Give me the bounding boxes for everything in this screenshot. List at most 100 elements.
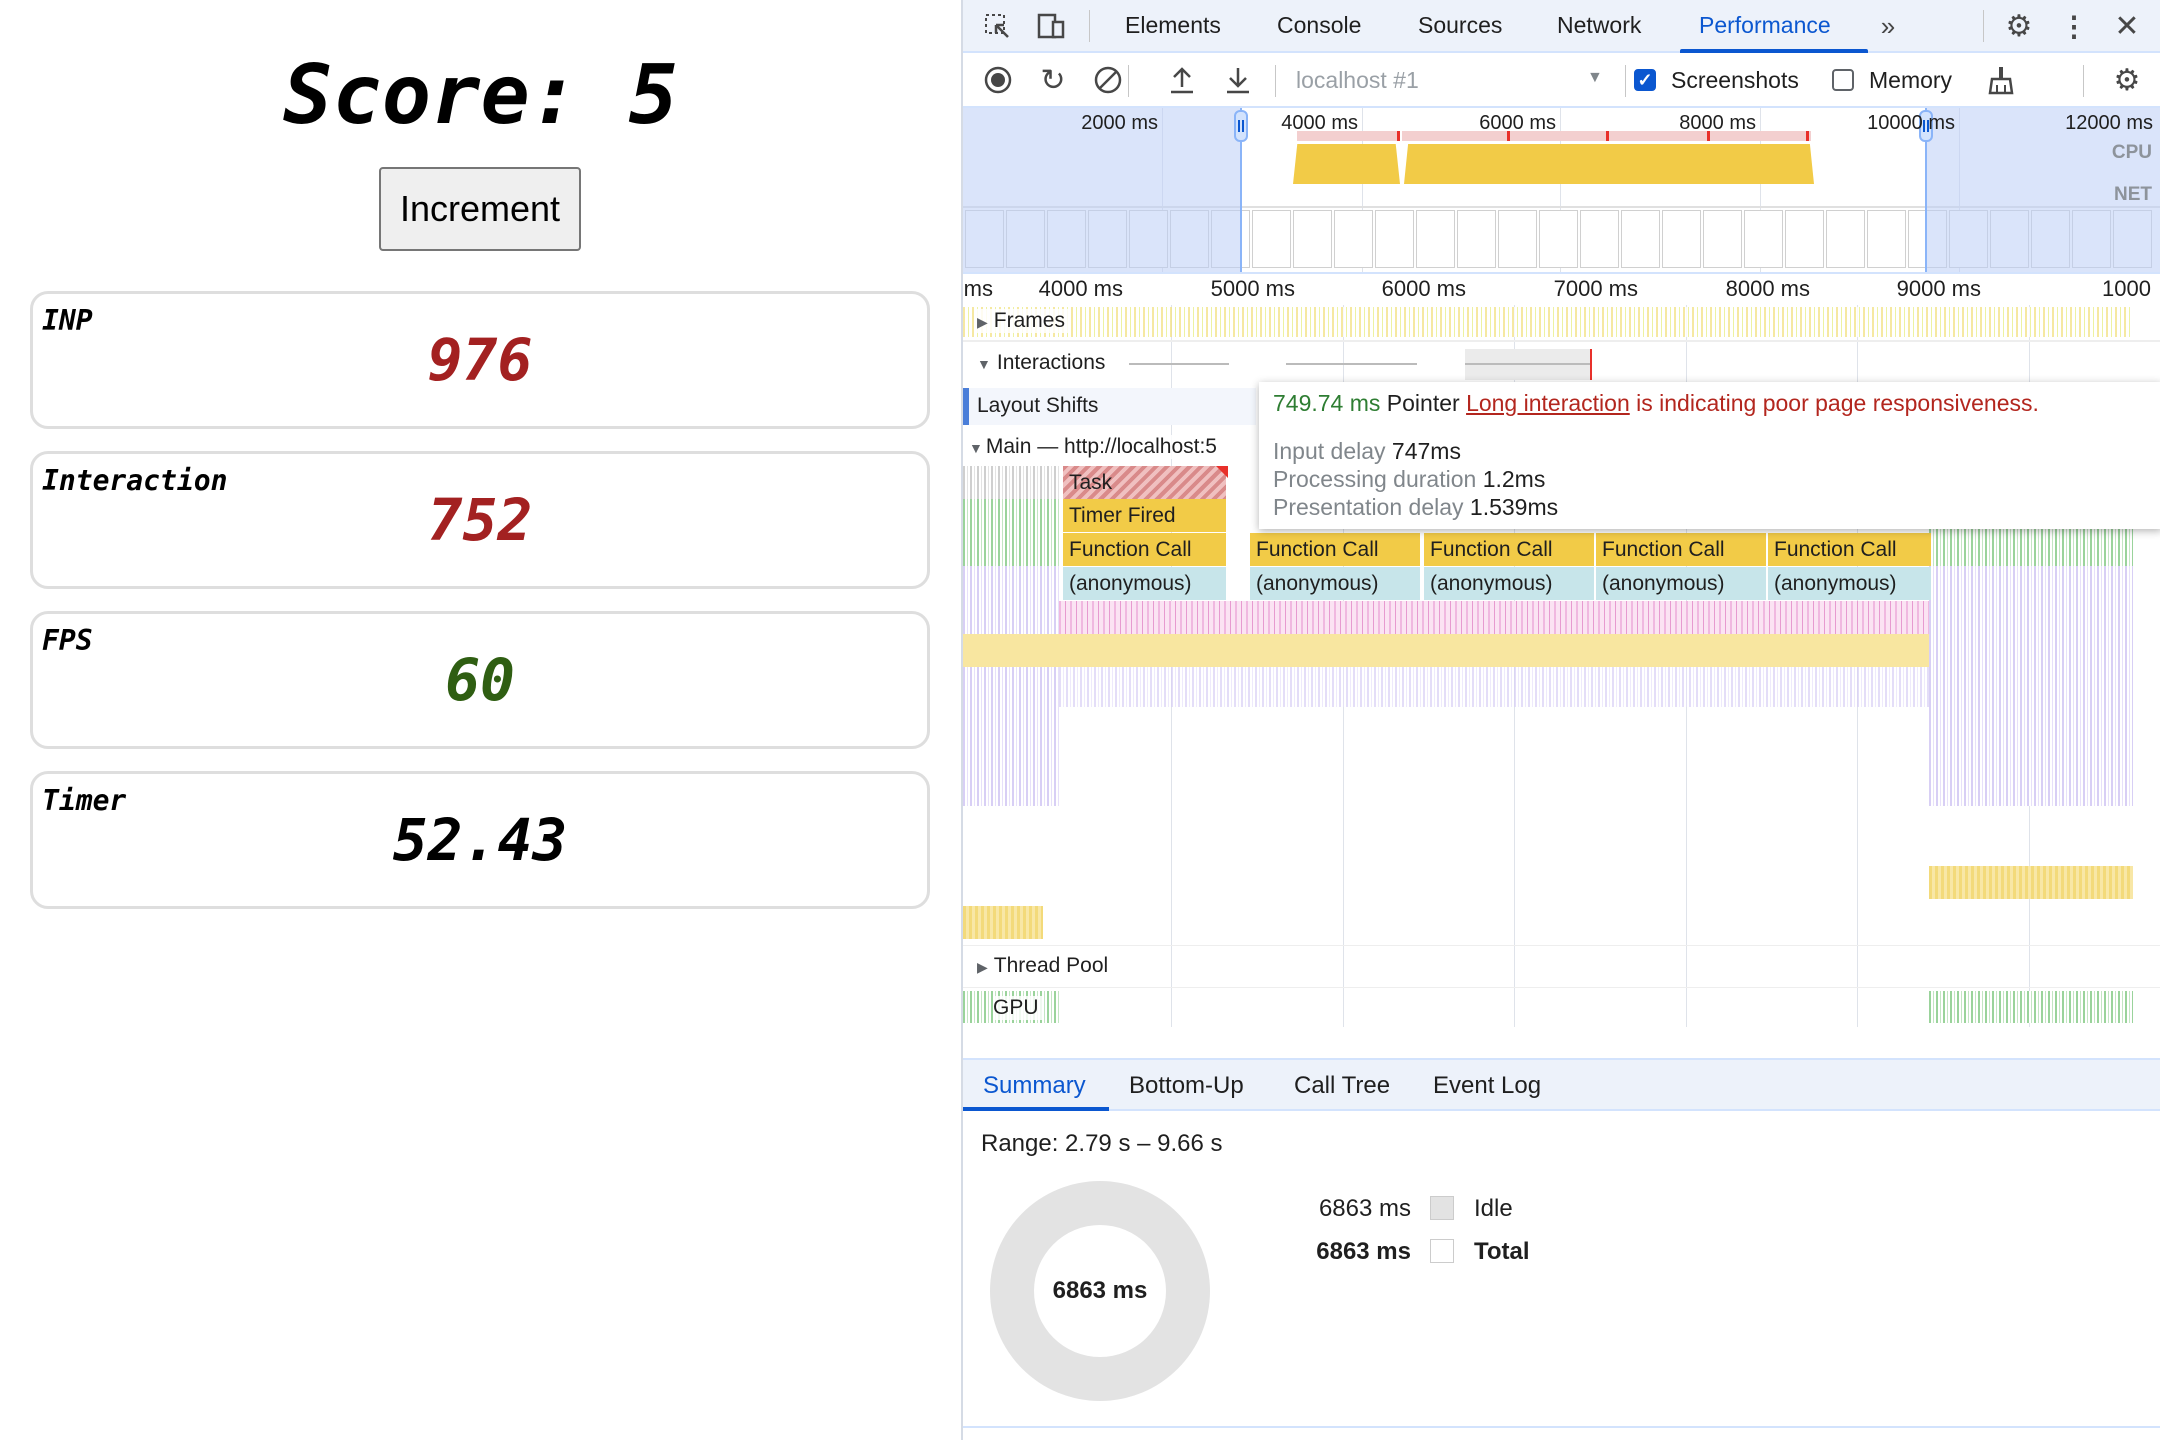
download-icon[interactable] [1222, 64, 1254, 96]
screenshot-thumbnail[interactable] [1416, 210, 1455, 268]
increment-button[interactable]: Increment [379, 167, 581, 251]
devtools-tab-bar: Elements Console Sources Network Perform… [963, 0, 2160, 53]
settings-gear-icon[interactable]: ⚙ [2005, 9, 2033, 43]
screenshot-thumbnail[interactable] [1252, 210, 1291, 268]
long-task-marker [1707, 131, 1710, 141]
clear-icon[interactable] [1092, 64, 1124, 96]
flame-anonymous[interactable]: (anonymous) [1596, 567, 1768, 600]
interactions-track-label[interactable]: ▼ Interactions [977, 351, 1110, 375]
screenshot-thumbnail[interactable] [1293, 210, 1332, 268]
flame-timer-fired[interactable]: Timer Fired [1063, 499, 1228, 532]
screenshot-thumbnail[interactable] [1785, 210, 1824, 268]
screenshot-thumbnail[interactable] [1826, 210, 1865, 268]
expand-triangle-icon: ▶ [977, 959, 988, 975]
legend-total-swatch [1430, 1239, 1454, 1263]
script-stripes [1929, 566, 2133, 806]
time-tick-label: ms [963, 276, 993, 301]
upload-icon[interactable] [1166, 64, 1198, 96]
interaction-whisker[interactable] [1286, 363, 1417, 365]
recording-select[interactable]: localhost #1 [1296, 67, 1419, 93]
layout-shifts-track-label[interactable]: Layout Shifts [977, 394, 1099, 417]
divider [1128, 65, 1129, 97]
interaction-card: Interaction 752 [30, 451, 930, 589]
gridline [1760, 108, 1761, 272]
close-icon[interactable]: ✕ [2114, 9, 2140, 43]
screenshot-thumbnail[interactable] [1457, 210, 1496, 268]
screenshot-thumbnail[interactable] [1580, 210, 1619, 268]
screenshot-thumbnail[interactable] [1867, 210, 1906, 268]
flame-function-call[interactable]: Function Call [1768, 533, 1933, 566]
tab-call-tree[interactable]: Call Tree [1294, 1072, 1391, 1099]
reload-record-icon[interactable]: ↻ [1040, 63, 1066, 97]
screenshot-thumbnail[interactable] [1703, 210, 1742, 268]
time-tick-label: 1000 [2102, 276, 2151, 301]
inspect-element-icon[interactable] [981, 10, 1013, 42]
memory-label: Memory [1869, 67, 1953, 93]
memory-checkbox[interactable] [1832, 69, 1854, 91]
flame-function-call[interactable]: Function Call [1250, 533, 1422, 566]
more-options-icon[interactable]: ⋮ [2060, 10, 2088, 42]
tab-event-log[interactable]: Event Log [1433, 1072, 1542, 1099]
time-tick-label: 9000 ms [1896, 276, 1981, 301]
tooltip-header: 749.74 ms Pointer Long interaction is in… [1273, 390, 2160, 417]
long-task-marker [1507, 131, 1510, 141]
tab-sources[interactable]: Sources [1418, 12, 1503, 38]
timeline-overview[interactable]: 2000 ms 4000 ms 6000 ms 8000 ms 10000 ms… [963, 108, 2160, 272]
selected-track-highlight [963, 388, 1256, 425]
screenshot-thumbnail[interactable] [1662, 210, 1701, 268]
tab-bottom-up[interactable]: Bottom-Up [1129, 1072, 1244, 1099]
flame-function-call[interactable]: Function Call [1596, 533, 1768, 566]
gpu-activity [1929, 991, 2133, 1023]
dropdown-arrow-icon[interactable]: ▼ [1587, 69, 1603, 86]
screenshot-thumbnail[interactable] [1621, 210, 1660, 268]
timer-card: Timer 52.43 [30, 771, 930, 909]
gpu-track[interactable]: GPU [963, 987, 2160, 1027]
main-flame-chart[interactable]: Task Timer Fired Function Call Function … [963, 466, 2160, 943]
flame-function-call[interactable]: Function Call [1424, 533, 1596, 566]
flame-anonymous[interactable]: (anonymous) [1768, 567, 1933, 600]
yellow-activity-row [1929, 866, 2133, 899]
long-interaction-link[interactable]: Long interaction [1466, 390, 1630, 416]
tab-console[interactable]: Console [1277, 12, 1362, 38]
devtools-panel: Elements Console Sources Network Perform… [961, 0, 2160, 1440]
tab-elements[interactable]: Elements [1125, 12, 1221, 38]
screenshot-thumbnail[interactable] [1744, 210, 1783, 268]
screenshot-thumbnail[interactable] [1539, 210, 1578, 268]
selection-left-handle[interactable] [1234, 110, 1248, 142]
legend-idle-swatch [1430, 1196, 1454, 1220]
selection-right-handle[interactable] [1919, 110, 1933, 142]
details-tab-bar: Summary Bottom-Up Call Tree Event Log [963, 1058, 2160, 1111]
interaction-whisker[interactable] [1129, 363, 1229, 365]
tab-summary[interactable]: Summary [983, 1072, 1086, 1099]
screenshot-thumbnail[interactable] [1334, 210, 1373, 268]
overview-tick-label: 12000 ms [2065, 112, 2153, 134]
net-label: NET [2114, 184, 2152, 205]
frames-track[interactable]: ▶ Frames [963, 305, 2160, 342]
frames-track-label[interactable]: ▶ Frames [977, 309, 1069, 333]
legend-total-value: 6863 ms [1316, 1238, 1411, 1265]
inp-card: INP 976 [30, 291, 930, 429]
thread-pool-track-label[interactable]: ▶ Thread Pool [977, 954, 1113, 978]
main-track-label[interactable]: ▼ Main — http://localhost:5 [969, 435, 1221, 459]
card-label: INP [42, 304, 93, 337]
thread-pool-track[interactable]: ▶ Thread Pool [963, 945, 2160, 985]
flame-task[interactable]: Task [1063, 466, 1228, 499]
flame-anonymous[interactable]: (anonymous) [1250, 567, 1422, 600]
interaction-tooltip: 749.74 ms Pointer Long interaction is in… [1259, 382, 2160, 529]
flame-anonymous[interactable]: (anonymous) [1063, 567, 1228, 600]
chevron-double-right-icon[interactable]: » [1880, 10, 1896, 41]
tab-performance[interactable]: Performance [1699, 12, 1831, 38]
screenshots-checkbox[interactable]: ✓ [1634, 69, 1656, 91]
capture-settings-gear-icon[interactable]: ⚙ [2113, 63, 2141, 97]
record-icon[interactable] [982, 64, 1014, 96]
tab-network[interactable]: Network [1557, 12, 1642, 38]
overview-tick-label: 10000 ms [1867, 112, 1955, 134]
flame-anonymous[interactable]: (anonymous) [1424, 567, 1596, 600]
screenshot-thumbnail[interactable] [1498, 210, 1537, 268]
device-toolbar-icon[interactable] [1035, 10, 1067, 42]
garbage-collect-broom-icon[interactable] [1985, 64, 2017, 96]
screenshot-thumbnail[interactable] [1375, 210, 1414, 268]
expand-triangle-icon: ▶ [977, 314, 988, 330]
selection-edge [1240, 108, 1242, 272]
flame-function-call[interactable]: Function Call [1063, 533, 1228, 566]
